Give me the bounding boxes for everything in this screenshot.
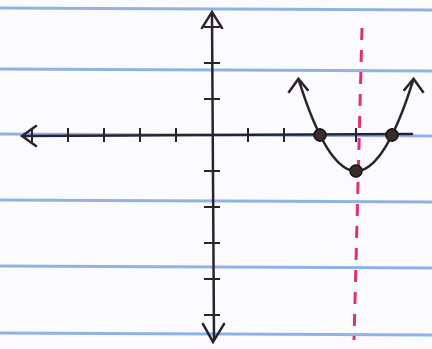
ruled-line — [0, 266, 432, 268]
point — [350, 165, 362, 177]
paper — [0, 0, 432, 349]
graph-paper — [0, 0, 432, 349]
ruled-line — [0, 69, 432, 71]
point — [386, 129, 398, 141]
ruled-line — [0, 8, 432, 10]
point — [314, 129, 326, 141]
ruled-line — [0, 200, 432, 202]
